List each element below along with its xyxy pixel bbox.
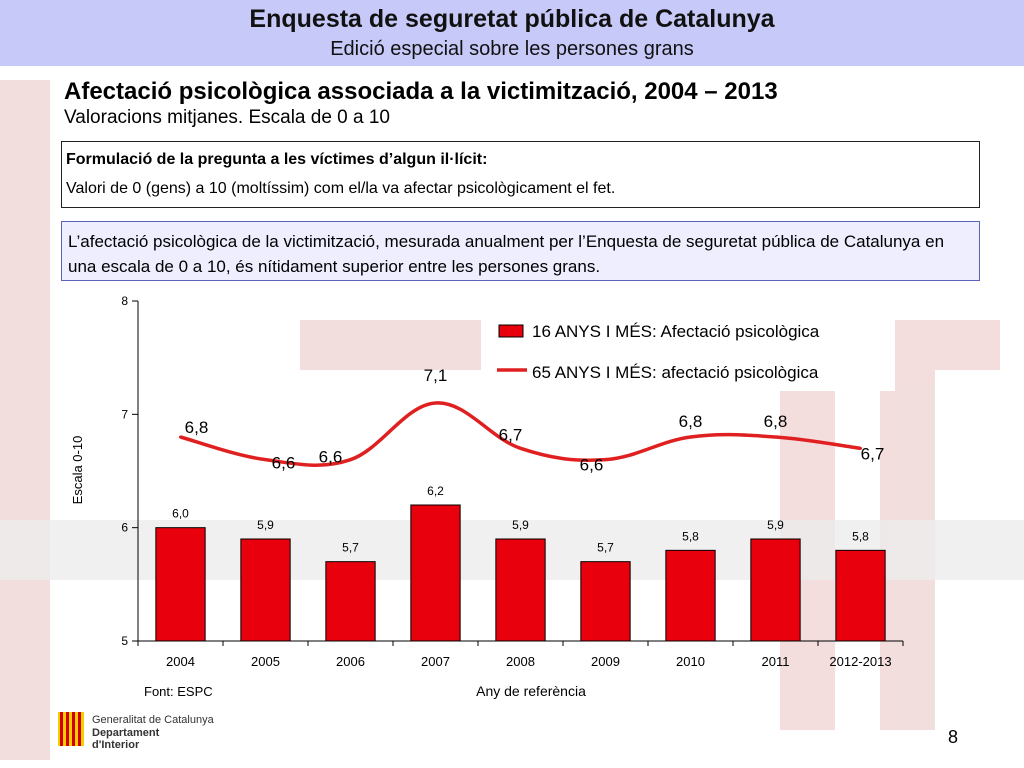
line-point — [604, 458, 607, 462]
line-value-label: 6,8 — [764, 412, 788, 431]
line-point — [179, 435, 182, 439]
line-point — [774, 435, 777, 439]
question-box: Formulació de la pregunta a les víctimes… — [61, 141, 980, 208]
bar-value-label: 5,9 — [767, 518, 784, 532]
source-note: Font: ESPC — [144, 684, 213, 699]
bar-value-label: 6,2 — [427, 484, 444, 498]
line-point — [349, 458, 352, 462]
y-tick-label: 5 — [121, 634, 128, 648]
bar-value-label: 6,0 — [172, 507, 189, 521]
note-text: L’afectació psicològica de la victimitza… — [68, 232, 945, 276]
line-value-label: 6,8 — [185, 418, 209, 437]
line-point — [859, 446, 862, 450]
line-series — [179, 401, 862, 467]
page-number: 8 — [948, 727, 959, 747]
slide-title: Afectació psicològica associada a la vic… — [64, 78, 778, 105]
bar-value-label: 5,7 — [597, 541, 614, 555]
line-value-label: 7,1 — [424, 366, 448, 385]
header-title: Enquesta de seguretat pública de Catalun… — [249, 5, 775, 33]
line-value-label: 6,6 — [580, 456, 604, 475]
x-tick-label: 2005 — [251, 654, 280, 669]
legend-bar-swatch — [498, 324, 524, 338]
bar-value-label: 5,8 — [852, 529, 869, 543]
x-tick-label: 2009 — [591, 654, 620, 669]
x-tick-label: 2011 — [762, 654, 790, 669]
question-title: Formulació de la pregunta a les víctimes… — [66, 151, 488, 168]
x-tick-label: 2008 — [506, 654, 535, 669]
header-subtitle: Edició especial sobre les persones grans — [330, 38, 694, 60]
question-text: Valori de 0 (gens) a 10 (moltíssim) com … — [66, 180, 616, 197]
bar-value-label: 5,8 — [682, 529, 699, 543]
logo-text-line2: Departament — [92, 727, 160, 739]
line-point — [689, 435, 692, 439]
bar — [495, 538, 546, 642]
y-tick-label: 6 — [121, 521, 128, 535]
generalitat-logo: Generalitat de Catalunya Departament d'I… — [58, 712, 215, 751]
bar — [750, 538, 801, 642]
header-band: Enquesta de seguretat pública de Catalun… — [0, 0, 1024, 66]
x-tick-label: 2006 — [336, 654, 365, 669]
line-value-label: 6,6 — [272, 454, 296, 473]
x-tick-label: 2007 — [421, 654, 450, 669]
bar-value-label: 5,9 — [512, 518, 529, 532]
bar-value-label: 5,7 — [342, 541, 359, 555]
chart-legend: 16 ANYS I MÉS: Afectació psicològica 65 A… — [481, 303, 895, 391]
y-axis-label: Escala 0-10 — [70, 436, 85, 505]
y-tick-label: 8 — [121, 294, 128, 308]
bar-value-label: 5,9 — [257, 518, 274, 532]
legend-box — [481, 303, 895, 391]
line-value-label: 6,7 — [861, 444, 885, 463]
bar — [665, 549, 716, 642]
bar — [410, 504, 461, 642]
x-axis-label: Any de referència — [476, 683, 586, 699]
logo-text-line3: d'Interior — [92, 739, 140, 751]
line-point — [434, 401, 437, 405]
line-point — [264, 458, 267, 462]
x-tick-label: 2010 — [676, 654, 705, 669]
bar — [325, 561, 376, 642]
bar — [155, 527, 206, 642]
bar — [240, 538, 291, 642]
line-value-label: 6,8 — [679, 412, 703, 431]
data-labels: 6,0 5,9 5,7 6,2 5,9 5,7 5,8 5,9 5,8 6,8 6,6 6,6 7,1 6… — [172, 366, 884, 555]
logo-text-line1: Generalitat de Catalunya — [92, 714, 215, 726]
bar — [580, 561, 631, 642]
legend-line-label: 65 ANYS I MÉS: afectació psicològica — [532, 363, 819, 382]
y-tick-label: 7 — [121, 407, 128, 421]
bar-series — [155, 504, 886, 642]
note-box: L’afectació psicològica de la victimitza… — [61, 221, 980, 281]
line-point — [519, 446, 522, 450]
bar — [835, 549, 886, 642]
line-value-label: 6,7 — [499, 425, 523, 444]
x-tick-label: 2012-2013 — [829, 654, 891, 669]
x-tick-label: 2004 — [166, 654, 195, 669]
slide-subtitle: Valoracions mitjanes. Escala de 0 a 10 — [64, 107, 390, 128]
line-value-label: 6,6 — [319, 448, 343, 467]
legend-bar-label: 16 ANYS I MÉS: Afectació psicològica — [532, 322, 820, 341]
